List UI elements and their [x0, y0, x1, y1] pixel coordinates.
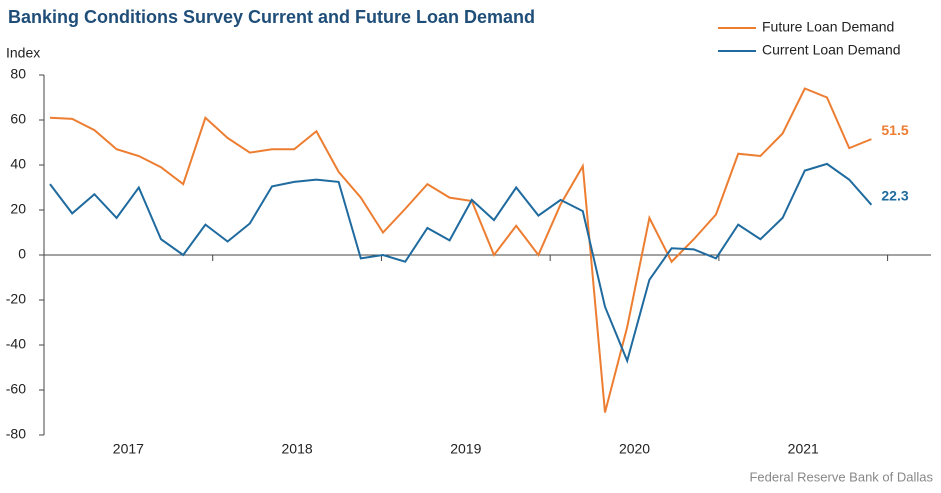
- end-value-label: 22.3: [881, 188, 908, 204]
- y-tick-label: -20: [6, 291, 26, 307]
- x-tick-label: 2018: [282, 441, 313, 457]
- x-tick-label: 2021: [788, 441, 819, 457]
- x-tick-label: 2020: [619, 441, 650, 457]
- y-tick-label: -40: [6, 336, 26, 352]
- y-tick-label: 20: [10, 201, 26, 217]
- chart-title: Banking Conditions Survey Current and Fu…: [8, 7, 535, 27]
- x-tick-label: 2017: [113, 441, 144, 457]
- legend-label: Current Loan Demand: [762, 42, 901, 58]
- y-tick-label: 0: [18, 246, 26, 262]
- source: Federal Reserve Bank of Dallas: [749, 469, 933, 484]
- x-tick-label: 2019: [450, 441, 481, 457]
- y-tick-label: -80: [6, 426, 26, 442]
- series-line: [49, 162, 873, 364]
- y-tick-label: 40: [10, 156, 26, 172]
- y-axis-label: Index: [6, 45, 40, 61]
- legend-label: Future Loan Demand: [762, 19, 894, 35]
- series-line: [49, 87, 872, 413]
- y-tick-label: 80: [10, 66, 26, 82]
- end-value-label: 51.5: [881, 122, 908, 138]
- y-tick-label: 60: [10, 111, 26, 127]
- y-tick-label: -60: [6, 381, 26, 397]
